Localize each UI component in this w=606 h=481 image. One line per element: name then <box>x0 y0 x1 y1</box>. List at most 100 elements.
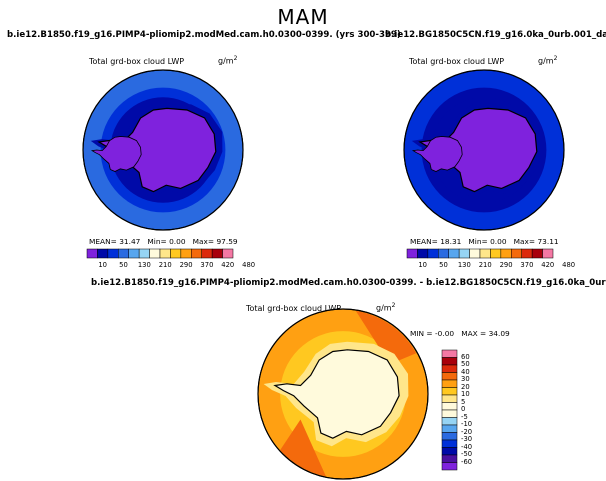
panel2-stats: MEAN= 18.31 Min= 0.00 Max= 73.11 <box>410 237 559 246</box>
panel1-swatch-1 <box>97 248 109 259</box>
panel1-swatch-2 <box>107 248 119 259</box>
panel2-swatch-0 <box>406 248 418 259</box>
panel2-tick-label: 290 <box>499 261 513 269</box>
diff-swatch-1 <box>441 357 458 366</box>
diff-swatch-6 <box>441 394 458 403</box>
diff-swatch-14 <box>441 454 458 463</box>
diff-tick-label: 20 <box>461 382 470 391</box>
panel1-colorbar <box>86 248 234 259</box>
diff-tick-label: -50 <box>461 450 473 458</box>
panel2-map-border <box>403 69 565 231</box>
panel2-variable-label: Total grd-box cloud LWP <box>409 57 505 66</box>
diff-tick-label: -40 <box>461 442 473 451</box>
panel2-case-title: b.ie12.BG1850C5CN.f19_g16.0ka_0urb.001_d… <box>385 30 606 40</box>
panel1-tick-label: 10 <box>98 261 107 269</box>
panel1-map-border <box>82 69 244 231</box>
panel2-swatch-8 <box>490 248 502 259</box>
panel1-stats: MEAN= 31.47 Min= 0.00 Max= 97.59 <box>89 237 238 246</box>
panel2-tick-label: 210 <box>478 261 492 269</box>
panel1-tick-label: 130 <box>137 261 151 269</box>
panel2-tick-label: 480 <box>562 261 576 269</box>
panel1-swatch-0 <box>86 248 98 259</box>
panel1-tick-label: 210 <box>158 261 172 269</box>
diff-tick-label: -30 <box>461 435 473 443</box>
panel1-case-title: b.ie12.B1850.f19_g16.PIMP4-pliomip2.modM… <box>7 30 401 40</box>
diff-hot-patch-west <box>280 419 326 477</box>
panel1-peninsula <box>90 136 142 172</box>
diff-swatch-8 <box>441 409 458 418</box>
diff-tick-label: 10 <box>461 390 470 398</box>
diff-swatch-2 <box>441 364 458 373</box>
diff-tick-label: 0 <box>461 405 466 413</box>
diff-swatch-7 <box>441 402 458 411</box>
panel1-swatch-5 <box>138 248 150 259</box>
panel1-swatch-6 <box>149 248 161 259</box>
panel2-peninsula <box>411 136 463 172</box>
diff-tick-label: 60 <box>461 352 470 361</box>
diff-continent <box>273 349 400 439</box>
panel1-tick-label: 290 <box>179 261 193 269</box>
panel1-swatch-7 <box>159 248 171 259</box>
diff-tick-label: 40 <box>461 367 470 376</box>
panel1-swatch-11 <box>201 248 213 259</box>
panel2-swatch-10 <box>511 248 522 259</box>
panel2-swatch-1 <box>417 248 429 259</box>
panel1-tick-label: 420 <box>221 261 235 269</box>
panel2-units: g/m2 <box>538 55 558 66</box>
diff-swatch-10 <box>441 424 458 433</box>
diff-tick-label: -60 <box>461 457 473 466</box>
panel2-swatch-11 <box>521 248 533 259</box>
panel2-tick-label: 130 <box>457 261 471 269</box>
panel1-swatch-10 <box>191 248 202 259</box>
panel1-variable-label: Total grd-box cloud LWP <box>89 57 185 66</box>
panel2-swatch-6 <box>469 248 481 259</box>
panel1-swatch-12 <box>211 248 223 259</box>
diff-tick-label: 30 <box>461 375 470 383</box>
diff-tick-label: 5 <box>461 397 466 406</box>
panel1-swatch-9 <box>180 248 192 259</box>
diff-map-border <box>257 308 429 480</box>
panel1-tick-label: 50 <box>119 261 128 269</box>
panel2-polar-map <box>403 69 565 231</box>
diff-case-title: b.ie12.B1850.f19_g16.PIMP4-pliomip2.modM… <box>91 278 606 288</box>
diff-variable-label: Total grd-box cloud LWP <box>246 304 342 313</box>
panel2-swatch-3 <box>438 248 449 259</box>
panel2-tick-label: 420 <box>541 261 555 269</box>
panel2-colorbar <box>406 248 554 259</box>
diff-units: g/m2 <box>376 302 396 313</box>
panel1-units: g/m2 <box>218 55 238 66</box>
panel2-tick-label: 370 <box>520 261 534 269</box>
panel1-swatch-8 <box>170 248 182 259</box>
diff-stats: MIN = -0.00 MAX = 34.09 <box>410 329 510 338</box>
panel1-swatch-3 <box>118 248 129 259</box>
diff-polar-map <box>257 308 429 480</box>
season-title: MAM <box>277 5 329 29</box>
diff-tick-label: -5 <box>461 412 468 421</box>
diff-swatch-13 <box>441 447 458 456</box>
panel2-tick-label: 10 <box>418 261 427 269</box>
panel2-swatch-4 <box>448 248 460 259</box>
diff-swatch-3 <box>441 372 458 381</box>
diff-tick-label: -20 <box>461 427 473 436</box>
diff-colorbar <box>441 349 458 471</box>
panel1-swatch-13 <box>222 248 234 259</box>
diff-swatch-5 <box>441 387 458 396</box>
diff-swatch-0 <box>441 349 458 358</box>
panel1-polar-map <box>82 69 244 231</box>
diff-tick-label: -10 <box>461 420 473 428</box>
diff-swatch-9 <box>441 417 458 426</box>
panel2-tick-label: 50 <box>439 261 448 269</box>
diff-swatch-15 <box>441 462 458 471</box>
panel1-tick-label: 480 <box>242 261 256 269</box>
panel2-swatch-9 <box>500 248 512 259</box>
panel2-swatch-13 <box>542 248 554 259</box>
diff-swatch-12 <box>441 439 458 448</box>
panel1-swatch-4 <box>128 248 140 259</box>
panel2-swatch-12 <box>531 248 543 259</box>
panel2-swatch-2 <box>427 248 439 259</box>
panel1-tick-label: 370 <box>200 261 214 269</box>
panel2-swatch-5 <box>458 248 470 259</box>
diff-tick-label: 50 <box>461 360 470 368</box>
diff-hot-patch <box>355 310 417 365</box>
